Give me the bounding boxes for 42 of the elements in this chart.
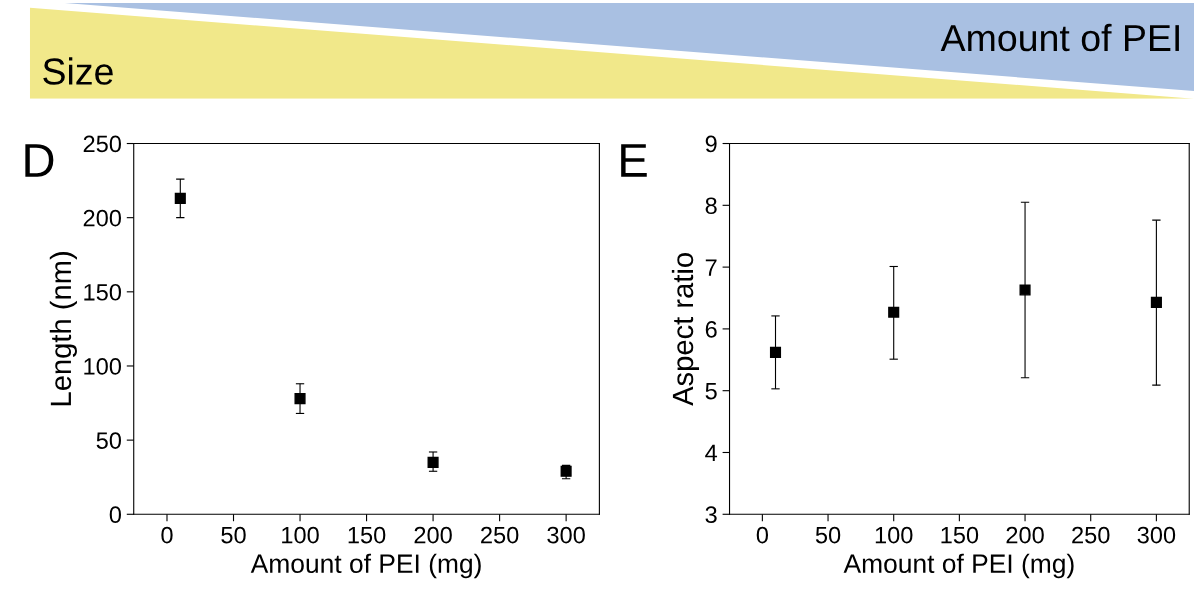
x-tick-label: 150 [348, 526, 386, 544]
point [1150, 296, 1162, 308]
x-tick-label: 100 [282, 526, 319, 544]
chart-title: E [621, 144, 647, 177]
y-tick-label: 0 [109, 506, 121, 524]
x-tick-label: 50 [221, 526, 246, 544]
x-axis-title: Amount of PEI (mg) [843, 553, 1074, 579]
x-tick-label: 200 [1006, 526, 1044, 544]
x-tick-label: 250 [481, 526, 519, 544]
x-tick-label: 300 [1137, 526, 1176, 544]
y-tick-label: 200 [83, 209, 121, 227]
x-tick-label: 50 [815, 526, 841, 544]
point [769, 346, 782, 358]
y-tick-label: 8 [705, 197, 717, 215]
y-tick-label: 100 [84, 358, 121, 375]
x-tick-label: 300 [547, 526, 585, 544]
y-tick-label: 50 [96, 432, 121, 449]
point [888, 306, 900, 318]
x-axis-title: Amount of PEI (mg) [250, 553, 481, 579]
x-tick-label: 0 [756, 526, 769, 544]
y-axis-title: Aspect ratio [671, 253, 700, 406]
point [1019, 284, 1031, 296]
x-tick-label: 150 [941, 526, 979, 544]
y-tick-label: 5 [705, 383, 717, 400]
point [427, 456, 439, 468]
y-tick-label: 250 [83, 135, 121, 153]
y-tick-label: 7 [705, 259, 717, 276]
x-tick-label: 200 [414, 526, 452, 544]
y-tick-label: 150 [84, 283, 121, 301]
point [294, 393, 306, 405]
y-axis-title: Length (nm) [49, 252, 77, 406]
x-tick-label: 250 [1072, 526, 1110, 544]
y-tick-label: 9 [705, 135, 717, 153]
x-tick-label: 0 [161, 526, 173, 544]
text: Amount of PEI [940, 23, 1179, 52]
y-tick-label: 4 [705, 444, 718, 462]
y-tick-label: 6 [705, 320, 717, 338]
text: Size [43, 57, 113, 85]
point [174, 192, 186, 204]
y-tick-label: 3 [705, 506, 717, 524]
x-tick-label: 100 [875, 526, 913, 544]
chart-title: D [25, 144, 54, 177]
